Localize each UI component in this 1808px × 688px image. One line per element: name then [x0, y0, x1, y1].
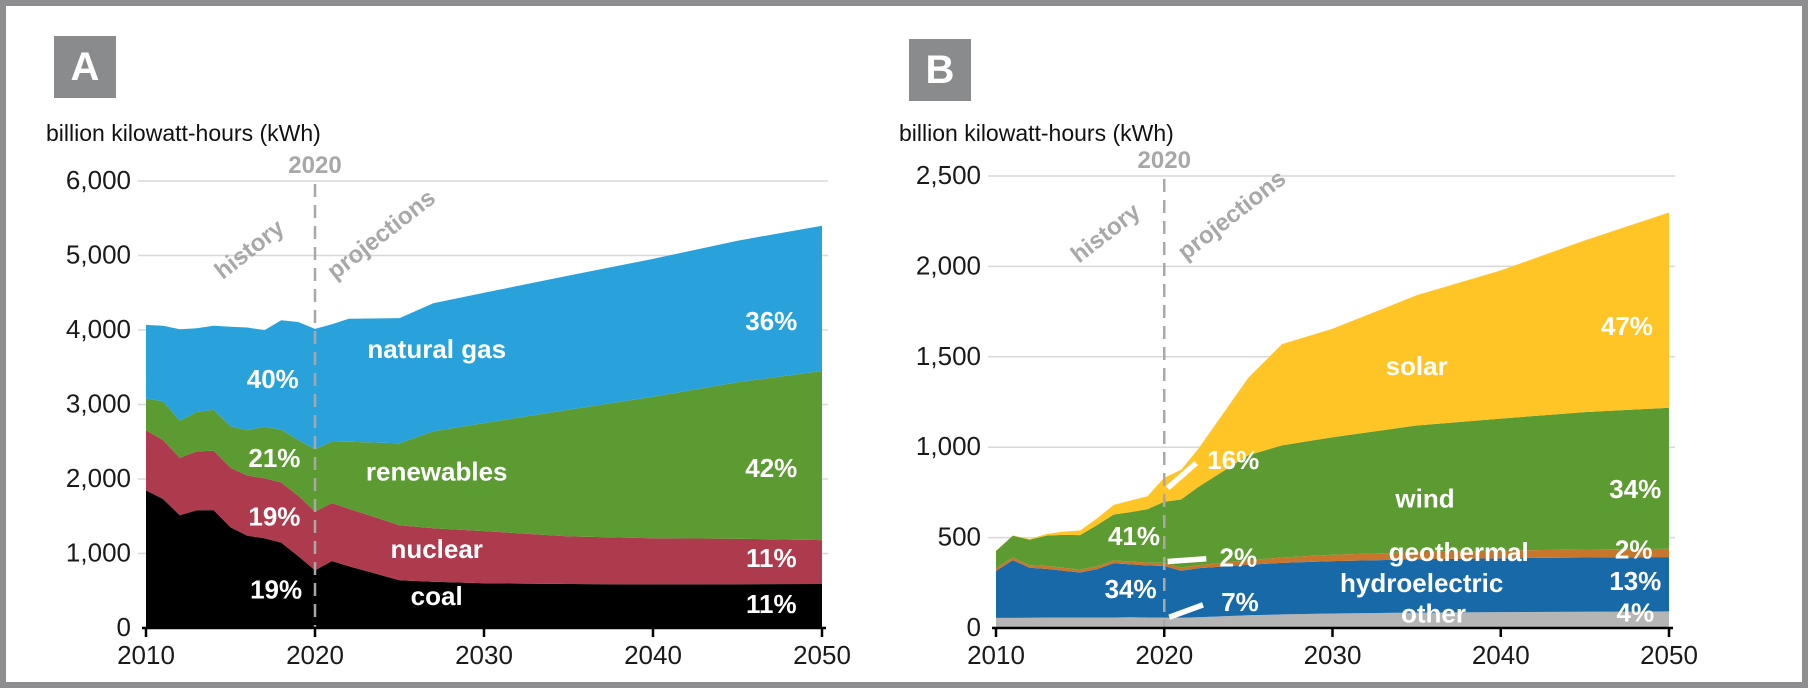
- y-tick-label: 1,000: [916, 431, 981, 461]
- callout-line: [1165, 461, 1199, 491]
- panel-a-axis-title: billion kilowatt-hours (kWh): [46, 120, 321, 146]
- chart-label: hydroelectric: [1340, 568, 1503, 598]
- chart-label: 2%: [1220, 543, 1258, 573]
- chart-panel-B: 2020 history projections 16% solar 47% 41% wind…: [916, 147, 1698, 670]
- chart-label: 21%: [248, 443, 300, 473]
- chart-label: other: [1401, 599, 1466, 629]
- chart-label: 4%: [1617, 598, 1655, 628]
- divider-label: 2020: [288, 152, 341, 179]
- chart-label: renewables: [366, 457, 508, 487]
- panel-a-badge: A: [54, 36, 116, 98]
- callout-line: [1167, 556, 1207, 565]
- chart-label: 13%: [1609, 566, 1661, 596]
- panel-b-axis-title: billion kilowatt-hours (kWh): [899, 120, 1174, 146]
- y-tick-label: 2,000: [916, 250, 981, 280]
- chart-label: 47%: [1601, 311, 1653, 341]
- chart-label: 11%: [746, 589, 797, 619]
- y-tick-label: 1,500: [916, 341, 981, 371]
- area-geothermal: [996, 548, 1669, 573]
- chart-panel-A: 2020 history projections 40% natural gas 36% 2…: [66, 152, 851, 670]
- chart-label: 19%: [248, 501, 300, 531]
- x-tick-label: 2030: [455, 640, 513, 670]
- y-tick-label: 3,000: [66, 389, 131, 419]
- chart-label: 41%: [1108, 521, 1160, 551]
- x-tick-label: 2050: [1640, 640, 1698, 670]
- x-tick-label: 2050: [793, 640, 851, 670]
- chart-label: wind: [1394, 484, 1454, 514]
- y-tick-label: 2,500: [916, 160, 981, 190]
- x-tick-label: 2010: [117, 640, 175, 670]
- chart-label: solar: [1386, 351, 1448, 381]
- panel-b-badge: B: [909, 39, 971, 101]
- era-label-projections: projections: [322, 184, 441, 285]
- chart-label: 34%: [1609, 474, 1661, 504]
- chart-label: 11%: [746, 543, 797, 573]
- y-tick-label: 1,000: [66, 538, 131, 568]
- area-solar: [996, 212, 1669, 551]
- chart-label: 42%: [745, 453, 797, 483]
- stacked-area-charts: 2020 history projections 40% natural gas 36% 2…: [66, 147, 1698, 670]
- divider-label: 2020: [1138, 147, 1191, 174]
- y-tick-label: 0: [117, 612, 131, 642]
- y-tick-label: 4,000: [66, 314, 131, 344]
- chart-label: 34%: [1105, 574, 1157, 604]
- chart-label: geothermal: [1389, 537, 1529, 567]
- x-tick-label: 2030: [1304, 640, 1362, 670]
- x-tick-label: 2040: [624, 640, 682, 670]
- area-wind: [996, 407, 1669, 570]
- chart-label: coal: [411, 581, 463, 611]
- era-label-history: history: [210, 214, 290, 285]
- x-tick-label: 2010: [967, 640, 1025, 670]
- y-tick-label: 2,000: [66, 463, 131, 493]
- era-label-projections: projections: [1173, 165, 1292, 266]
- y-tick-label: 6,000: [66, 165, 131, 195]
- y-tick-label: 0: [967, 612, 981, 642]
- chart-label: 36%: [745, 306, 797, 336]
- chart-label: natural gas: [367, 334, 506, 364]
- era-label-history: history: [1066, 198, 1146, 269]
- x-tick-label: 2020: [286, 640, 344, 670]
- area-renewables: [146, 371, 822, 541]
- chart-label: 2%: [1615, 534, 1653, 564]
- chart-label: 16%: [1207, 445, 1259, 475]
- chart-label: 7%: [1221, 587, 1259, 617]
- chart-label: 19%: [250, 574, 302, 604]
- area-natural-gas: [146, 225, 822, 450]
- chart-label: 40%: [247, 364, 299, 394]
- x-tick-label: 2020: [1135, 640, 1193, 670]
- chart-label: nuclear: [390, 534, 483, 564]
- y-tick-label: 5,000: [66, 240, 131, 270]
- x-tick-label: 2040: [1472, 640, 1530, 670]
- y-tick-label: 500: [938, 522, 981, 552]
- callout-line: [1168, 602, 1204, 620]
